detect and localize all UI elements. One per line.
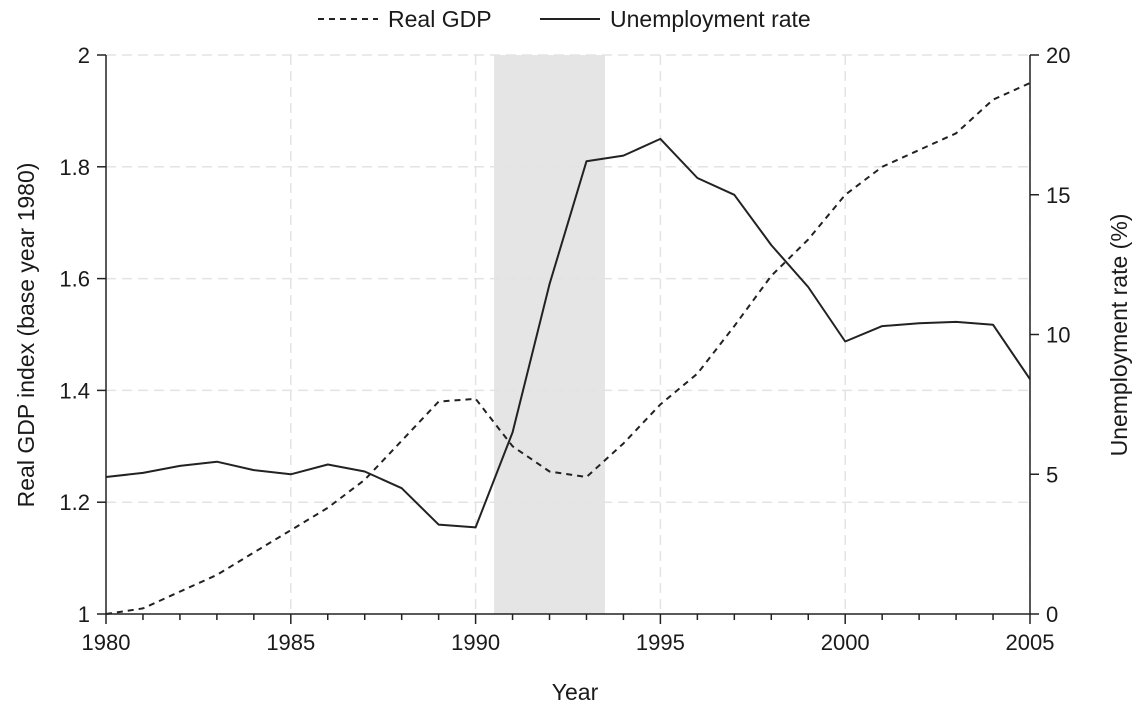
x-tick-label: 1990 [451,630,500,655]
x-tick-label: 2005 [1006,630,1055,655]
x-tick-label: 1985 [266,630,315,655]
y-left-tick-label: 1.2 [59,490,90,515]
tick-labels: 1980 1985 1990 1995 2000 200511.21.41.61.8205… [59,43,1070,655]
shaded-region-group [494,55,605,614]
legend-label-real-gdp: Real GDP [388,6,492,32]
legend-label-unemployment-rate: Unemployment rate [610,6,811,32]
axes [97,54,1039,624]
x-tick-label: 2000 [821,630,870,655]
x-tick-label: 1995 [636,630,685,655]
x-axis-title: Year [552,679,599,705]
y-right-tick-label: 0 [1046,602,1058,627]
y-left-tick-label: 1.4 [59,378,90,403]
series-line-unemployment-rate [105,137,1031,529]
y-left-tick-label: 1.6 [59,267,90,292]
y-right-tick-label: 5 [1046,462,1058,487]
legend: Real GDP Unemployment rate [318,6,811,32]
y-right-tick-label: 10 [1046,323,1070,348]
x-tick-label: 1980 [82,630,131,655]
y-left-tick-label: 1 [78,602,90,627]
shaded-region [494,55,605,614]
y-right-tick-label: 15 [1046,183,1070,208]
y-left-tick-label: 2 [78,43,90,68]
series-group [105,82,1031,615]
y-right-axis-title: Unemployment rate (%) [1106,214,1132,457]
y-left-axis-title: Real GDP index (base year 1980) [13,163,39,508]
y-left-tick-label: 1.8 [59,155,90,180]
series-line-real-gdp [105,82,1031,615]
y-right-tick-label: 20 [1046,43,1070,68]
